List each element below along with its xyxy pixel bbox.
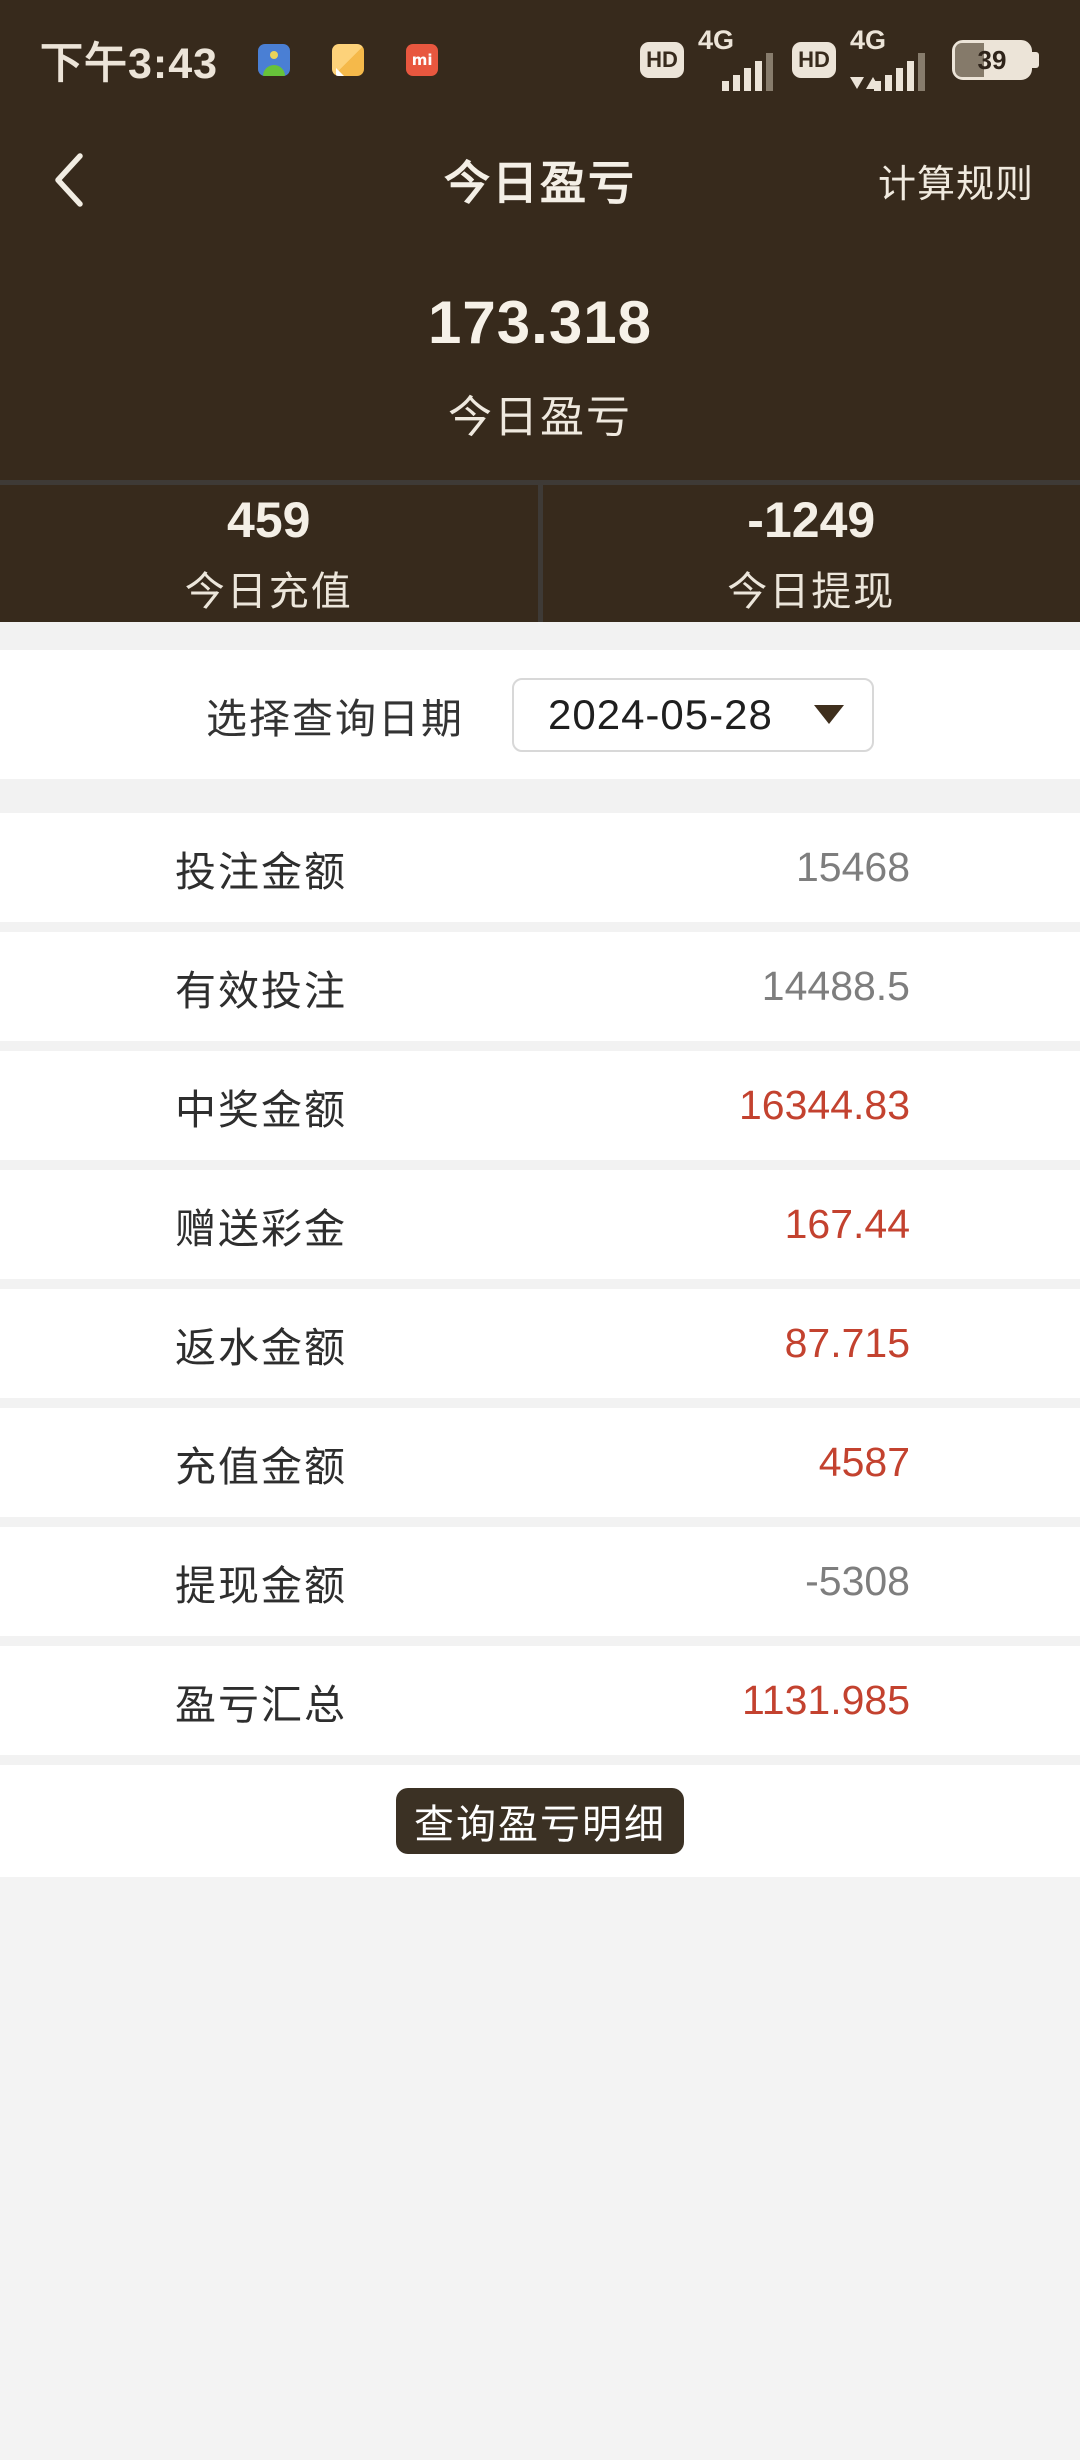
summary-label: 今日充值: [184, 569, 353, 614]
divider-strip: [0, 1755, 1080, 1765]
summary-value: -1249: [747, 491, 876, 548]
row-value: 4587: [818, 1439, 910, 1485]
query-profit-detail-button[interactable]: 查询盈亏明细: [396, 1788, 684, 1854]
clock: 下午3:43: [40, 40, 219, 88]
row-value: -5308: [805, 1558, 910, 1604]
row-value: 1131.985: [742, 1677, 910, 1723]
divider-strip: [0, 779, 1080, 813]
table-row: 返水金额 87.715: [0, 1289, 1080, 1398]
row-label: 投注金额: [175, 848, 347, 895]
signal-strength-icon-1: 4G: [696, 25, 780, 93]
date-picker-select[interactable]: 2024-05-28: [512, 677, 874, 752]
status-bar: 下午3:43 mi HD 4G HD 4G: [0, 0, 1080, 120]
nav-bar: 今日盈亏 计算规则: [0, 120, 1080, 240]
row-label: 充值金额: [175, 1443, 347, 1490]
table-row: 中奖金额 16344.83: [0, 1051, 1080, 1160]
date-picker-value: 2024-05-28: [548, 690, 773, 738]
row-label: 赠送彩金: [175, 1205, 347, 1252]
row-value: 87.715: [784, 1320, 910, 1366]
chevron-down-icon: [814, 705, 844, 724]
notes-notification-icon: [332, 44, 365, 76]
notification-icons: mi: [258, 44, 439, 76]
table-row: 赠送彩金 167.44: [0, 1170, 1080, 1279]
today-profit-value: 173.318: [428, 289, 652, 356]
divider-strip: [0, 622, 1080, 650]
android-notification-icon: [258, 44, 291, 76]
hd-voice-icon-2: HD: [792, 42, 836, 78]
row-label: 中奖金额: [175, 1086, 347, 1133]
deposit-withdraw-summary: 459 今日充值 -1249 今日提现: [0, 480, 1080, 622]
row-value: 16344.83: [738, 1082, 910, 1128]
summary-label: 今日提现: [727, 569, 896, 614]
stats-table: 投注金额 15468 有效投注 14488.5 中奖金额 16344.83 赠送…: [0, 813, 1080, 1755]
mi-notification-icon: mi: [406, 44, 439, 76]
today-profit-label: 今日盈亏: [448, 393, 632, 442]
row-value: 167.44: [784, 1201, 910, 1247]
footer-spacer: [0, 1877, 1080, 2460]
back-button[interactable]: [46, 147, 90, 213]
battery-fill: [955, 43, 984, 77]
table-row: 有效投注 14488.5: [0, 932, 1080, 1041]
summary-cell: 459 今日充值: [0, 485, 538, 622]
calculation-rules-link[interactable]: 计算规则: [872, 152, 1040, 209]
table-row: 盈亏汇总 1131.985: [0, 1646, 1080, 1755]
page-title: 今日盈亏: [444, 157, 636, 209]
date-picker-label: 选择查询日期: [206, 695, 464, 742]
summary-value: 459: [227, 491, 311, 548]
date-query-row: 选择查询日期 2024-05-28: [0, 650, 1080, 779]
row-label: 返水金额: [175, 1324, 347, 1371]
row-label: 有效投注: [175, 967, 347, 1014]
table-row: 提现金额 -5308: [0, 1527, 1080, 1636]
table-row: 充值金额 4587: [0, 1408, 1080, 1517]
battery-percent: 39: [977, 44, 1007, 75]
summary-cell: -1249 今日提现: [537, 485, 1080, 622]
table-row: 投注金额 15468: [0, 813, 1080, 922]
row-label: 提现金额: [175, 1562, 347, 1609]
row-label: 盈亏汇总: [175, 1681, 347, 1728]
row-value: 14488.5: [761, 963, 910, 1009]
hd-voice-icon: HD: [640, 42, 684, 78]
signal-strength-icon-2: 4G: [848, 25, 932, 93]
row-value: 15468: [795, 844, 910, 890]
today-profit-hero: 173.318 今日盈亏: [0, 240, 1080, 480]
battery-indicator: 39: [952, 40, 1032, 80]
query-button-section: 查询盈亏明细: [0, 1765, 1080, 1877]
